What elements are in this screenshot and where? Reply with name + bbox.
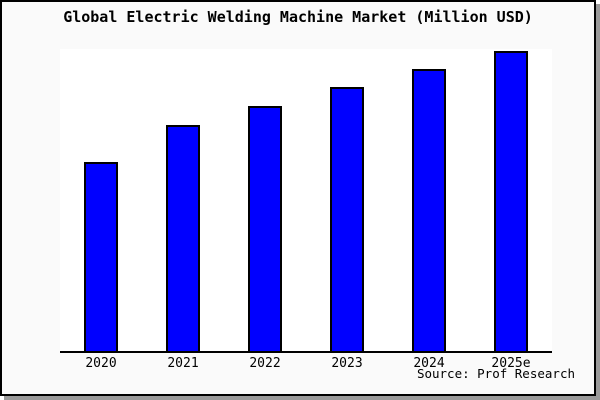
- bar-2020: [84, 162, 118, 351]
- bar-2022: [248, 105, 282, 351]
- plot-area: [60, 49, 552, 353]
- x-tick-label-2023: 2023: [331, 356, 363, 371]
- bar-2021: [166, 125, 200, 351]
- x-tick-label-2020: 2020: [85, 356, 117, 371]
- bar-2025e: [494, 51, 528, 351]
- bar-2024: [412, 69, 446, 351]
- chart-title: Global Electric Welding Machine Market (…: [63, 8, 533, 26]
- bar-2023: [330, 87, 364, 351]
- x-tick-label-2021: 2021: [167, 356, 199, 371]
- x-tick-label-2025e: 2025e: [491, 356, 531, 371]
- x-tick-label-2024: 2024: [413, 356, 445, 371]
- source-credit: Source: Prof Research: [416, 366, 575, 381]
- x-tick-label-2022: 2022: [249, 356, 281, 371]
